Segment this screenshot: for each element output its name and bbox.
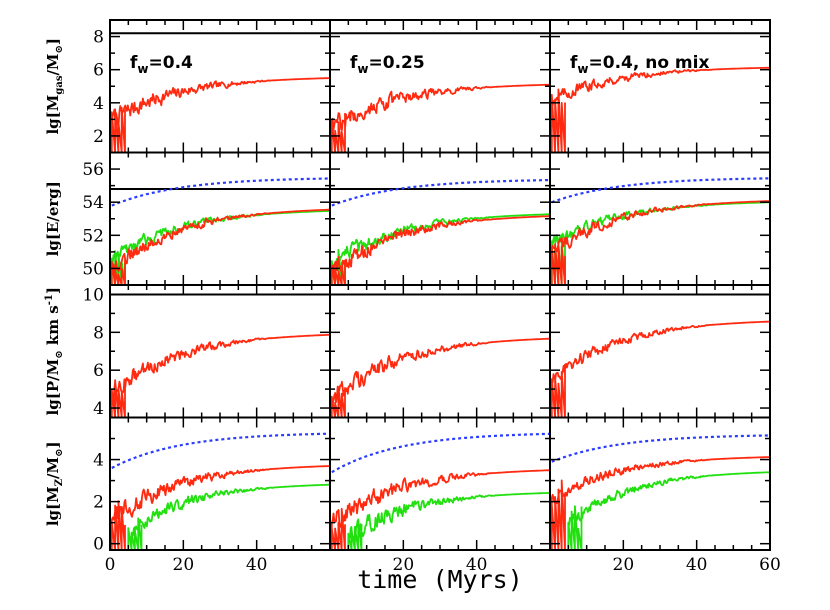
panel-series (550, 32, 770, 153)
y-tick-label: 6 (93, 361, 104, 381)
y-axis-label: lg[E/erg] (44, 181, 62, 256)
panel-series (110, 32, 330, 153)
panel-r3-c0 (109, 416, 331, 551)
y-tick-label: 52 (82, 226, 104, 246)
panel-series (110, 293, 330, 418)
series-line (331, 179, 550, 207)
panel-title: fw=0.25 (350, 53, 425, 76)
series-line (110, 333, 330, 418)
y-axis-label: lg[Mgas/M⊙] (44, 38, 65, 135)
x-axis-label: time (Myrs) (357, 565, 523, 594)
series-line (330, 83, 550, 153)
panel-frame (329, 151, 551, 286)
series-line (551, 434, 770, 463)
y-axis-label: lg[P/M⊙ km s-1] (44, 287, 65, 415)
series-line (110, 77, 330, 153)
y-tick-label: 4 (93, 399, 104, 419)
panel-r2-c2 (549, 284, 771, 419)
panel-frame (329, 416, 551, 551)
series-line (330, 215, 550, 285)
panel-r0-c1 (329, 19, 551, 154)
panel-title: fw=0.4, no mix (570, 53, 709, 76)
y-tick-label: 4 (93, 451, 104, 471)
panel-frame (549, 151, 771, 286)
series-line (550, 320, 770, 418)
series-line (550, 201, 770, 285)
panel-series (550, 177, 770, 285)
y-tick-label: 2 (93, 127, 104, 147)
panel-r1-c1 (329, 151, 551, 286)
panel-series (330, 32, 550, 153)
x-tick-label: 40 (246, 555, 268, 575)
y-tick-label: 50 (82, 259, 104, 279)
x-tick-label: 60 (759, 555, 781, 575)
series-line (551, 177, 770, 204)
panel-series (330, 179, 550, 285)
panel-r3-c2 (549, 416, 771, 551)
panel-series (110, 432, 330, 550)
panel-r0-c2 (549, 19, 771, 154)
x-tick-label: 20 (613, 555, 635, 575)
series-line (567, 471, 770, 550)
panel-r2-c1 (329, 284, 551, 419)
y-tick-label: 6 (93, 61, 104, 81)
y-tick-label: 54 (82, 193, 104, 213)
series-line (330, 213, 550, 285)
x-tick-label: 20 (393, 555, 415, 575)
panel-frame (549, 284, 771, 419)
x-tick-label: 40 (466, 555, 488, 575)
panel-r0-c0 (109, 19, 331, 154)
series-line (110, 208, 330, 285)
x-tick-label: 40 (686, 555, 708, 575)
plot-area: 2 4 6 8 fw=0.4 fw=0.25 fw=0.4, no mix lg[Mgas/M… (44, 19, 781, 575)
series-line (550, 200, 770, 285)
x-tick-label: 20 (173, 555, 195, 575)
series-line (110, 465, 330, 550)
series-line (550, 456, 770, 550)
panel-r3-c1 (329, 416, 551, 551)
y-tick-label: 56 (82, 160, 104, 180)
series-line (347, 492, 550, 550)
panel-series (550, 293, 770, 418)
y-tick-label: 0 (93, 535, 104, 555)
series-line (127, 483, 330, 550)
y-tick-label: 4 (93, 94, 104, 114)
series-line (111, 177, 330, 207)
panel-series (330, 293, 550, 418)
x-tick-label: 0 (105, 555, 116, 575)
panel-r2-c0 (109, 284, 331, 419)
series-line (330, 469, 550, 550)
y-tick-label: 8 (93, 323, 104, 343)
panel-frame (109, 284, 331, 419)
y-tick-label: 2 (93, 493, 104, 513)
y-tick-label: 8 (93, 28, 104, 48)
panel-r1-c0 (109, 151, 331, 286)
panel-r1-c2 (549, 151, 771, 286)
panel-frame (109, 416, 331, 551)
y-tick-label: 10 (82, 285, 104, 305)
series-line (331, 432, 550, 474)
panel-series (110, 177, 330, 285)
panel-series (330, 432, 550, 550)
y-axis-label: lg[MZ/M⊙] (44, 441, 65, 526)
panel-series (550, 434, 770, 550)
panel-title: fw=0.4 (130, 53, 193, 76)
series-line (550, 66, 770, 153)
series-line (111, 432, 330, 469)
series-line (330, 337, 550, 418)
